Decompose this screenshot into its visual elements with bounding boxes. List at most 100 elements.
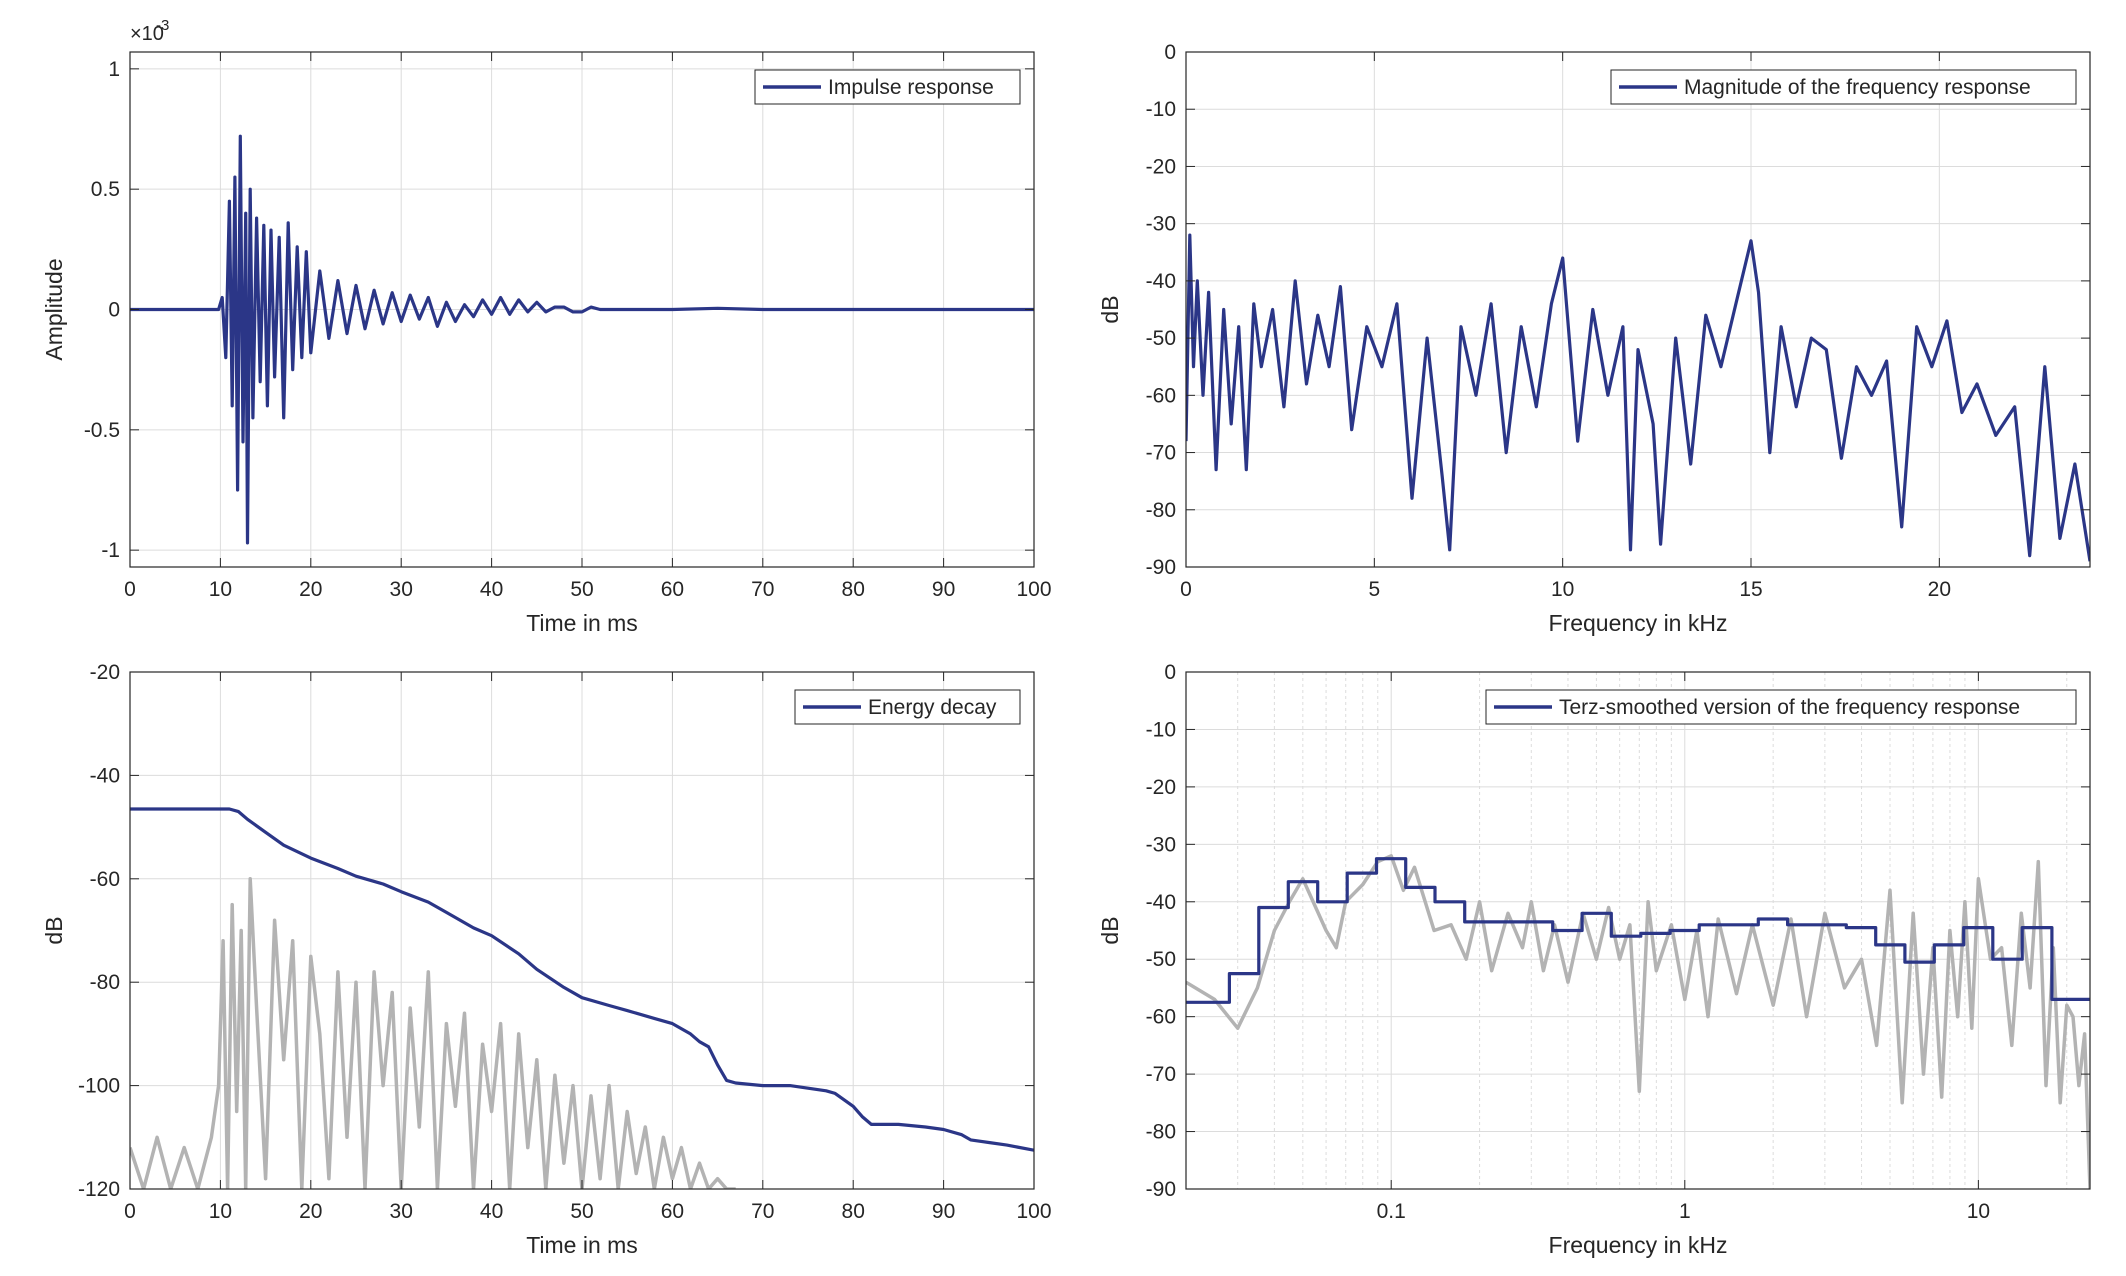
x-tick-label: 10 <box>1967 1200 1990 1223</box>
x-tick-label: 0 <box>1180 578 1192 601</box>
terz-smoothed-chart: 0.1 1 10 0 -10 -20 -30 -40 -50 -60 -70 -80 -90 dB Fr… <box>1097 661 2091 1258</box>
y-tick-label: -20 <box>1146 155 1176 178</box>
x-tick-label: 30 <box>390 1200 413 1223</box>
axes-box <box>1185 51 2091 568</box>
y-tick-label: -50 <box>1146 327 1176 350</box>
y-tick-label: 1 <box>108 58 120 81</box>
x-tick-label: 90 <box>932 1200 955 1223</box>
legend-box <box>1610 69 2077 105</box>
legend: Terz-smoothed version of the frequency r… <box>1485 689 2077 725</box>
x-tick-label: 0 <box>124 1200 136 1223</box>
x-tick-label: 70 <box>751 1200 774 1223</box>
y-tick-label: -60 <box>1146 1006 1176 1029</box>
x-tick-label: 0 <box>124 578 136 601</box>
x-tick-label: 100 <box>1016 578 1051 601</box>
y-axis-label: dB <box>1097 295 1123 323</box>
exponent-base: ×10 <box>130 23 164 45</box>
y-tick-label: -20 <box>1146 776 1176 799</box>
x-tick-label: 100 <box>1016 1200 1051 1223</box>
y-axis-label: dB <box>1097 916 1123 944</box>
tick-marks: 0 10 20 30 40 50 60 70 80 90 100 1 0.5 0 -0.5 -1 <box>84 52 1052 601</box>
y-axis-label: dB <box>41 916 67 944</box>
x-tick-label: 20 <box>299 1200 322 1223</box>
y-tick-label: -10 <box>1146 98 1176 121</box>
y-tick-label: -30 <box>1146 833 1176 856</box>
x-axis-label: Frequency in kHz <box>1549 1232 1728 1258</box>
y-tick-label: -60 <box>1146 384 1176 407</box>
chart-series <box>130 134 1034 545</box>
x-tick-label: 1 <box>1679 1200 1691 1223</box>
x-tick-label: 0.1 <box>1377 1200 1406 1223</box>
x-tick-label: 80 <box>842 1200 865 1223</box>
legend: Impulse response <box>754 69 1021 105</box>
y-tick-label: -120 <box>78 1178 120 1201</box>
x-tick-label: 20 <box>299 578 322 601</box>
y-tick-label: -1 <box>101 539 120 562</box>
y-tick-label: 0.5 <box>91 178 120 201</box>
impulse-response-chart: 0 10 20 30 40 50 60 70 80 90 100 1 0.5 0 -0.5 -1 Amplit… <box>41 17 1052 636</box>
y-tick-label: -30 <box>1146 213 1176 236</box>
y-axis-label: Amplitude <box>41 258 67 360</box>
tick-marks: 0 5 10 15 20 0 -10 -20 -30 -40 -50 -60 -70 -80 -90 <box>1146 41 2090 601</box>
x-tick-label: 70 <box>751 578 774 601</box>
background-series-line <box>130 877 736 1189</box>
y-tick-label: -80 <box>90 971 120 994</box>
main-series-line <box>130 134 1034 545</box>
x-tick-label: 40 <box>480 1200 503 1223</box>
legend-label: Terz-smoothed version of the frequency r… <box>1559 696 2020 719</box>
y-tick-label: -80 <box>1146 1121 1176 1144</box>
x-tick-label: 20 <box>1928 578 1951 601</box>
x-tick-label: 60 <box>661 578 684 601</box>
y-tick-label: -80 <box>1146 499 1176 522</box>
y-tick-label: -90 <box>1146 556 1176 579</box>
energy-decay-chart: 0 10 20 30 40 50 60 70 80 90 100 -20 -40 -60 -80 -100 -1… <box>41 661 1052 1258</box>
y-tick-label: -60 <box>90 868 120 891</box>
x-axis-label: Frequency in kHz <box>1549 610 1728 636</box>
x-axis-label: Time in ms <box>526 610 638 636</box>
y-tick-label: 0 <box>108 299 120 322</box>
y-tick-label: -40 <box>1146 270 1176 293</box>
y-tick-label: -10 <box>1146 718 1176 741</box>
y-axis-exponent: ×10 -3 <box>130 17 169 45</box>
main-series-line <box>130 807 1034 1152</box>
chart-series <box>1186 233 2090 562</box>
main-series-line <box>1186 233 2090 562</box>
legend: Magnitude of the frequency response <box>1610 69 2077 105</box>
y-tick-label: -70 <box>1146 1063 1176 1086</box>
x-tick-label: 5 <box>1368 578 1380 601</box>
legend-label: Impulse response <box>828 76 994 99</box>
y-tick-label: -40 <box>90 764 120 787</box>
y-tick-label: -70 <box>1146 442 1176 465</box>
x-tick-label: 60 <box>661 1200 684 1223</box>
frequency-response-chart: 0 5 10 15 200-10-20-30-40-50-60-70-80-90 dB … <box>1097 41 2091 636</box>
y-tick-label: -50 <box>1146 948 1176 971</box>
x-tick-label: 90 <box>932 578 955 601</box>
y-tick-label: -20 <box>90 661 120 684</box>
legend: Energy decay <box>794 689 1021 725</box>
axes-box <box>1185 671 2091 1190</box>
y-tick-label: 0 <box>1164 661 1176 684</box>
x-tick-label: 50 <box>570 1200 593 1223</box>
x-tick-label: 80 <box>842 578 865 601</box>
y-tick-label: 0 <box>1164 41 1176 64</box>
x-axis-label: Time in ms <box>526 1232 638 1258</box>
main-series-line <box>1186 857 2090 1004</box>
grid-lines <box>1186 671 2090 1190</box>
y-tick-label: -90 <box>1146 1178 1176 1201</box>
chart-series <box>1186 854 2090 1189</box>
x-tick-label: 40 <box>480 578 503 601</box>
y-tick-label: -0.5 <box>84 419 120 442</box>
legend-label: Magnitude of the frequency response <box>1684 76 2031 99</box>
x-tick-label: 30 <box>390 578 413 601</box>
legend-label: Energy decay <box>868 696 997 719</box>
legend-box <box>1485 689 2077 725</box>
x-tick-label: 10 <box>209 578 232 601</box>
x-tick-label: 10 <box>209 1200 232 1223</box>
x-tick-label: 15 <box>1739 578 1762 601</box>
tick-marks: 0 10 20 30 40 50 60 70 80 90 100 -20 -40 -60 -80 -100 -1… <box>78 661 1052 1223</box>
tick-marks: 0.1 1 10 0 -10 -20 -30 -40 -50 -60 -70 -80 -90 <box>1146 661 2090 1223</box>
y-tick-label: -40 <box>1146 891 1176 914</box>
y-tick-label: -100 <box>78 1075 120 1098</box>
